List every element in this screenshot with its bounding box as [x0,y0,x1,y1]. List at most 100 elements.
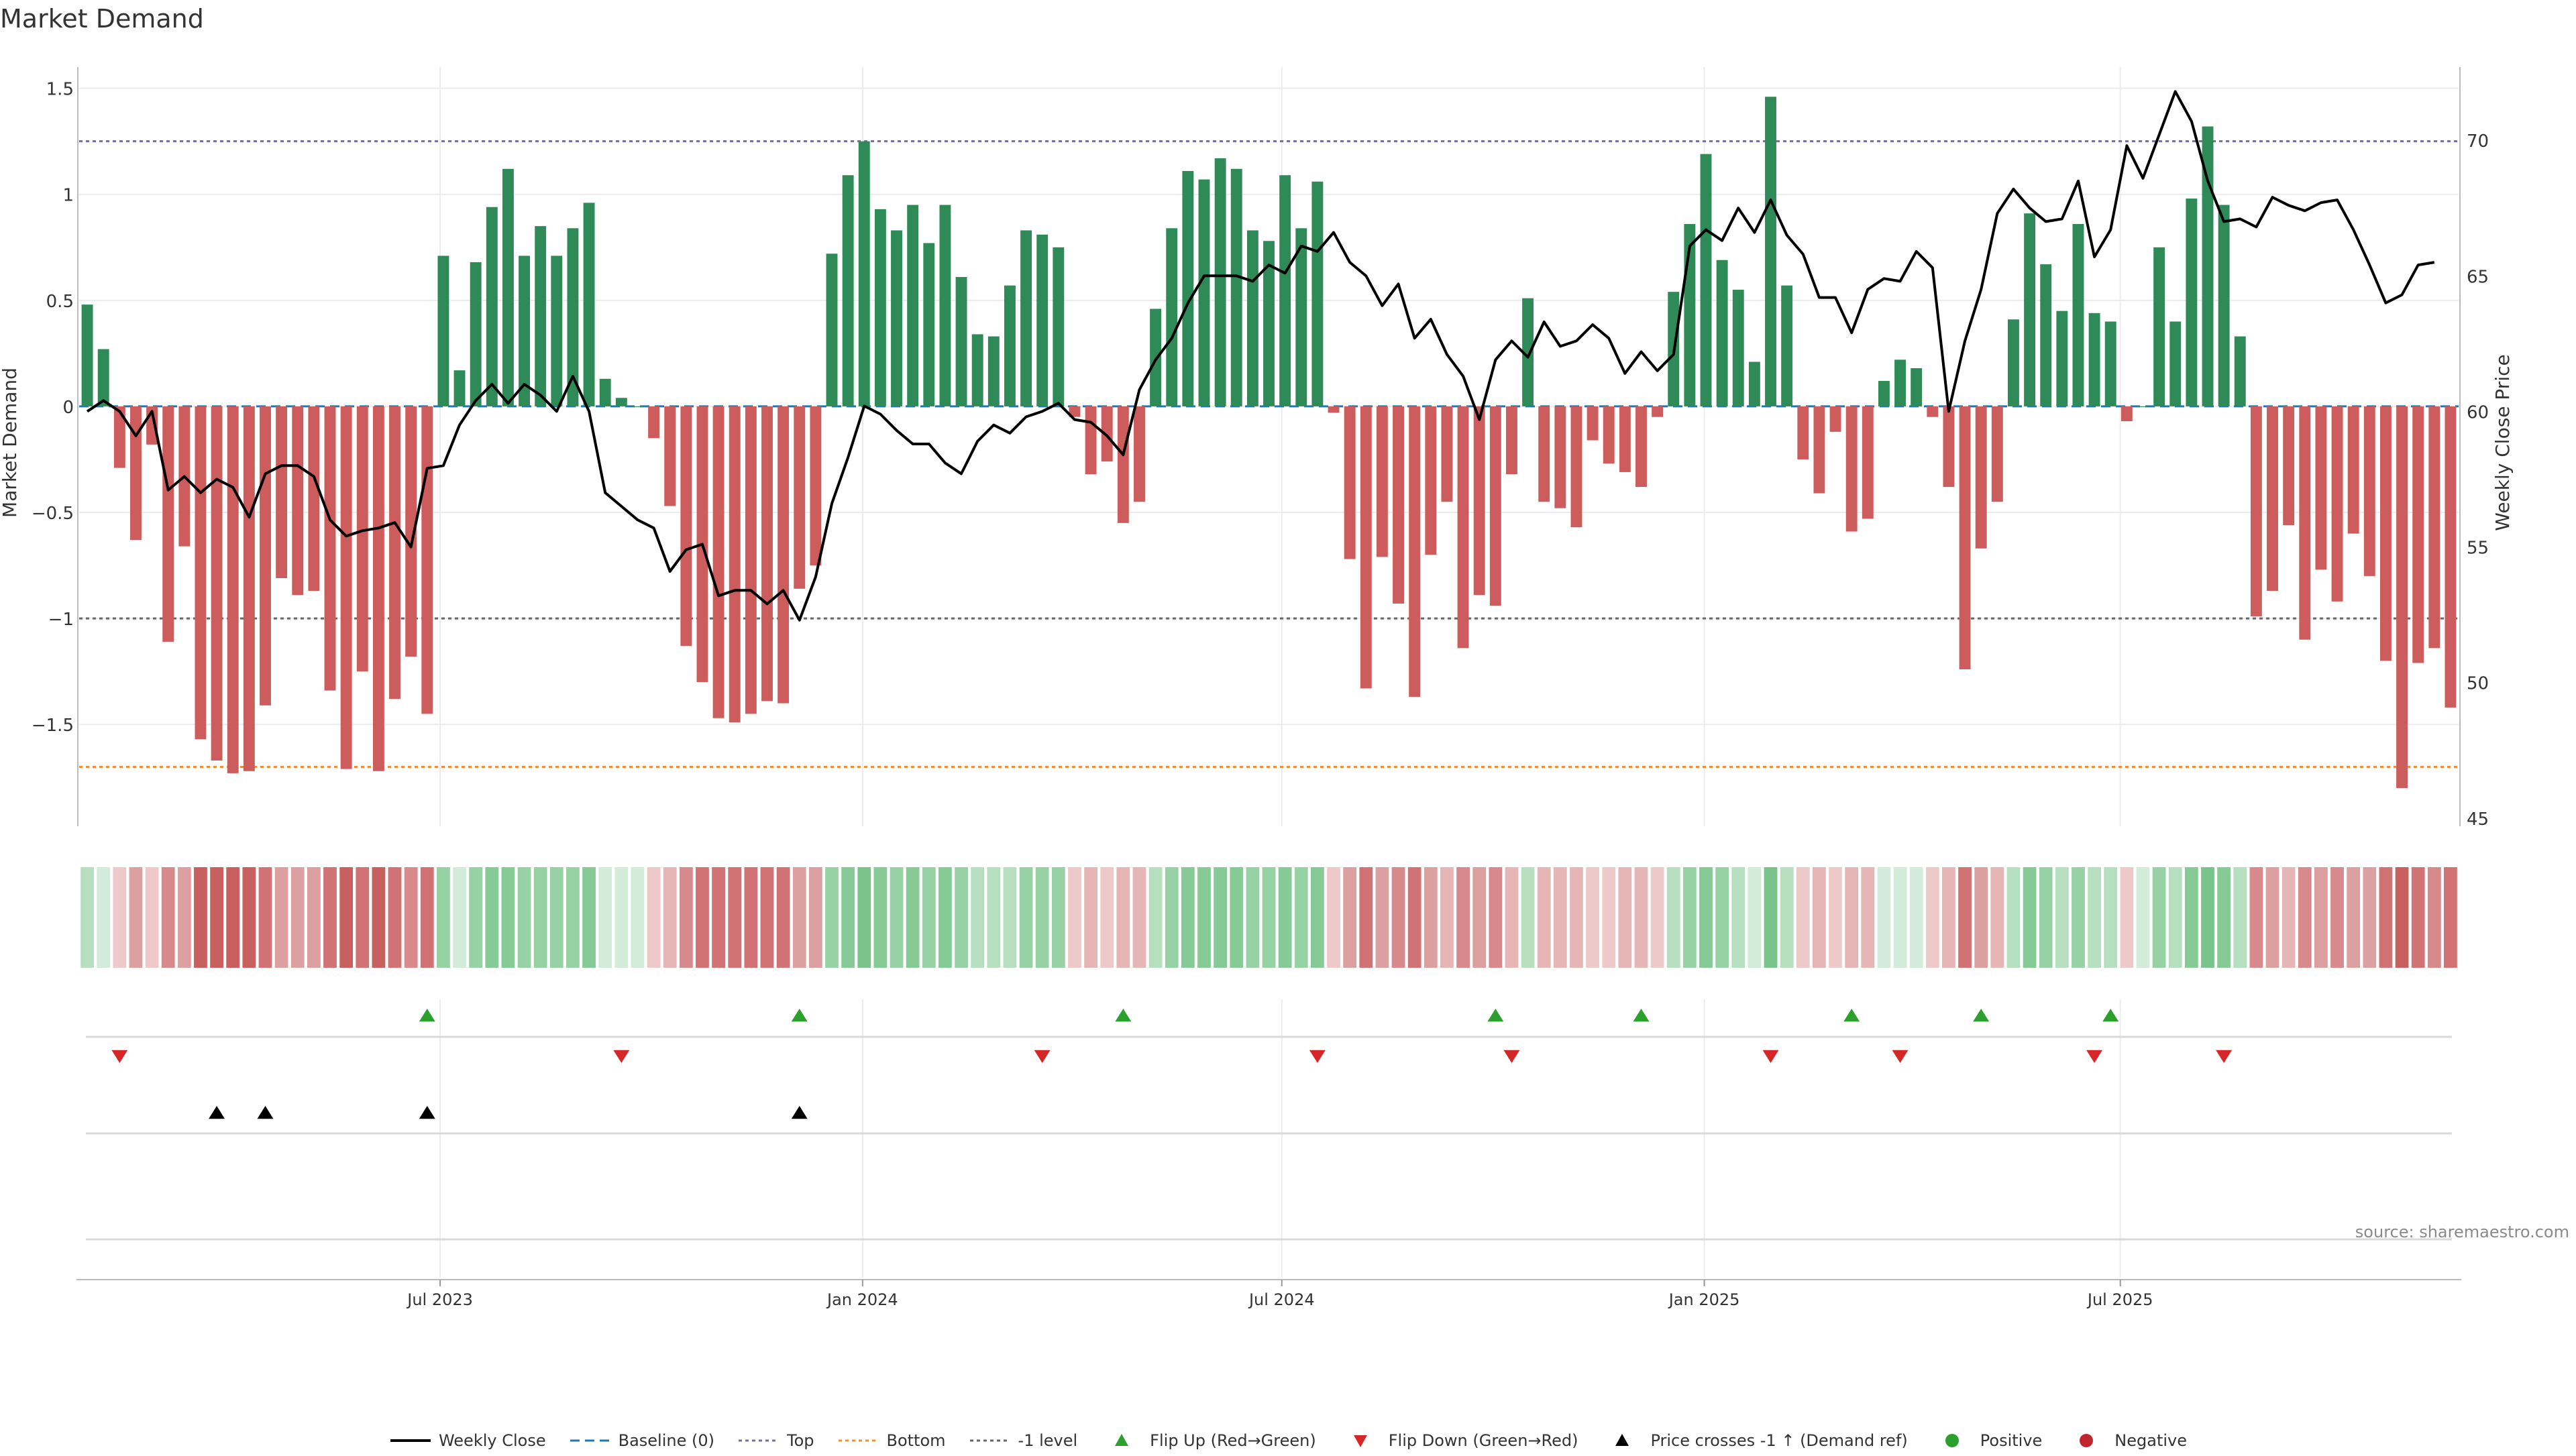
demand-bar [826,254,838,406]
intensity-cell [631,867,645,968]
demand-bar [1101,406,1113,462]
intensity-cell [906,867,920,968]
intensity-cell [2233,867,2247,968]
demand-bar [1797,406,1809,459]
intensity-cell [1278,867,1292,968]
demand-bar [551,256,563,406]
demand-bar [1587,406,1599,441]
intensity-cell [2379,867,2393,968]
demand-bar [971,334,983,406]
demand-bar [1765,97,1776,406]
intensity-cell [1440,867,1454,968]
demand-bar [2169,321,2182,406]
triangle-down-icon [1353,1435,1367,1447]
demand-bar [502,168,514,406]
intensity-cell [1780,867,1794,968]
intensity-cell [1472,867,1487,968]
demand-bar [1603,406,1615,464]
intensity-cell [1505,867,1519,968]
demand-bar [113,406,125,468]
intensity-cell [1925,867,1939,968]
demand-bar [2024,213,2036,406]
demand-bar [2363,406,2375,576]
demand-bar [1166,228,1178,406]
y-axis-left-label: Market Demand [0,368,21,518]
flip-down-marker [1034,1050,1051,1063]
demand-bar [1473,406,1485,596]
intensity-cell [1731,867,1746,968]
dotted-line-icon [838,1439,879,1442]
legend-label: Flip Up (Red→Green) [1150,1431,1316,1450]
demand-bar [2331,406,2343,602]
intensity-cell [307,867,321,968]
demand-bar [1862,406,1874,519]
reference-lines [79,140,2459,768]
demand-bar [907,205,919,406]
weekly-close-line [86,90,2435,622]
intensity-cell [388,867,402,968]
intensity-cell [890,867,904,968]
intensity-cell [1375,867,1389,968]
demand-bar [292,406,304,596]
intensity-cell [1958,867,1972,968]
demand-bar [2121,406,2133,422]
demand-bar [211,406,223,761]
demand-bar [2379,406,2392,661]
demand-bar [1813,406,1825,494]
intensity-cell [808,867,822,968]
demand-bar [1311,181,1324,406]
intensity-cell [744,867,758,968]
demand-bar [987,336,1000,406]
demand-bar [1053,247,1065,406]
intensity-cell [177,867,191,968]
intensity-cell [2217,867,2231,968]
x-tick-label: Jul 2024 [1248,1290,1315,1309]
intensity-cell [2136,867,2150,968]
demand-bar [777,406,790,704]
demand-bar [2299,406,2311,640]
intensity-cell [2298,867,2312,968]
intensity-cell [1715,867,1729,968]
source-note: source: sharemaestro.com [2355,1223,2569,1241]
x-tick-label: Jan 2025 [1668,1290,1740,1309]
triangle-up-icon [1115,1434,1129,1446]
demand-bar [794,406,806,589]
demand-bar [421,406,433,714]
demand-bar [1635,406,1647,488]
circle-icon [1945,1434,1959,1447]
demand-bar [356,406,368,672]
demand-bar [745,406,757,714]
intensity-cell [97,867,111,968]
intensity-cell [1877,867,1891,968]
intensity-cell [2330,867,2344,968]
intensity-cell [1990,867,2004,968]
demand-bar [162,406,174,642]
demand-bar [1619,406,1631,472]
intensity-cell [517,867,531,968]
demand-bar [1538,406,1550,502]
intensity-cell [857,867,871,968]
flip-up-marker [1843,1009,1860,1022]
demand-bars [81,97,2457,789]
intensity-cell [161,867,175,968]
demand-bar [1959,406,1971,670]
demand-bar [955,277,967,406]
y-right-tick-label: 60 [2467,402,2489,423]
demand-bar [1263,241,1275,406]
intensity-cell [1035,867,1049,968]
demand-bar [583,203,595,406]
demand-bar [1085,406,1097,475]
demand-bar [1554,406,1566,508]
y-right-tick-label: 70 [2467,131,2489,152]
flip-up-marker [2102,1009,2119,1022]
intensity-cell [2184,867,2198,968]
demand-bar [891,230,902,406]
demand-bar [664,406,676,506]
demand-bar [243,406,255,771]
intensity-cell [1699,867,1713,968]
demand-bar [1570,406,1582,528]
legend-item-flip-up: Flip Up (Red→Green) [1100,1431,1316,1450]
demand-bar [519,256,530,406]
intensity-cell [2120,867,2134,968]
